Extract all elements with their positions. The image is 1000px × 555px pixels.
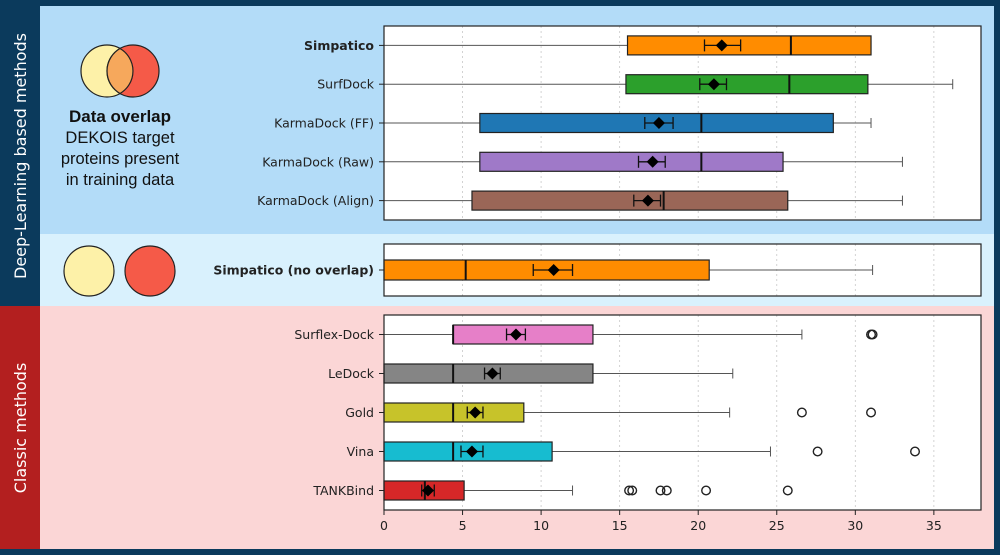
mean-marker — [641, 194, 654, 207]
y-tick-label: LeDock — [328, 366, 375, 381]
classic-panel: Surflex-Dock LeDock Gold Vina TANKBind — [294, 314, 982, 511]
box-ledock — [383, 363, 734, 384]
x-tick-label: 35 — [926, 518, 942, 533]
no-overlap-right-circle — [124, 245, 176, 297]
outlier-point — [624, 485, 635, 496]
y-tick-label: Gold — [345, 405, 374, 420]
outlier-point — [701, 485, 712, 496]
plot-frame — [383, 25, 982, 221]
box-surfdock — [384, 74, 954, 95]
mean-marker — [469, 406, 482, 419]
iqr-box — [625, 74, 869, 95]
box-tankbind — [383, 480, 793, 501]
mean-marker — [465, 445, 478, 458]
y-tick-label: Simpatico — [304, 38, 374, 53]
outlier-point — [655, 485, 666, 496]
overlap-line-1: DEKOIS target — [65, 129, 175, 147]
box-karmadock-ff — [384, 112, 872, 134]
plot-frame — [383, 243, 982, 297]
classic-band-title: Classic methods — [11, 363, 30, 494]
box-simpatico — [384, 35, 872, 56]
box-karmadock-raw — [384, 151, 903, 172]
overlap-line-2: proteins present — [61, 150, 180, 168]
mean-marker — [509, 328, 522, 341]
overlap-venn — [80, 44, 160, 98]
outlier-point — [867, 329, 878, 340]
x-axis: 0 5 10 15 20 25 30 35 — [380, 510, 942, 533]
venn-intersection — [106, 47, 134, 95]
mean-marker — [486, 367, 499, 380]
iqr-box — [626, 35, 872, 56]
x-tick-label: 20 — [690, 518, 706, 533]
y-tick-label: KarmaDock (FF) — [274, 116, 374, 131]
box-simpatico-no-overlap — [383, 259, 874, 281]
iqr-box — [479, 151, 784, 172]
deep-learning-side-bar — [0, 6, 40, 306]
outlier-point — [627, 485, 638, 496]
outlier-point — [782, 485, 793, 496]
box-karmadock-align — [384, 190, 903, 211]
no-overlap-left-circle — [63, 245, 115, 297]
overlap-title: Data overlap — [69, 107, 171, 126]
no-overlap-panel: Simpatico (no overlap) — [213, 243, 982, 297]
outlier-point — [812, 446, 823, 457]
y-tick-label: Surflex-Dock — [294, 327, 374, 342]
mean-marker — [715, 39, 728, 52]
deep-learning-band-title: Deep-Learning based methods — [11, 33, 30, 279]
y-tick-label: KarmaDock (Align) — [257, 193, 374, 208]
x-tick-label: 0 — [380, 518, 388, 533]
y-tick-label: KarmaDock (Raw) — [262, 154, 374, 169]
x-tick-label: 5 — [459, 518, 467, 533]
classic-side-bar — [0, 306, 40, 549]
x-tick-label: 15 — [612, 518, 628, 533]
mean-marker — [707, 78, 720, 91]
overlap-line-3: in training data — [66, 171, 175, 189]
mean-marker — [547, 264, 560, 276]
deep-learning-panel: Simpatico SurfDock KarmaDock (FF) KarmaDock… — [257, 25, 982, 221]
mean-marker — [646, 155, 659, 168]
y-tick-label: Vina — [347, 444, 374, 459]
y-tick-label: TANKBind — [312, 483, 374, 498]
x-tick-label: 30 — [847, 518, 863, 533]
mean-marker — [421, 484, 434, 497]
outlier-point — [866, 407, 877, 418]
outlier-point — [661, 485, 672, 496]
x-tick-label: 10 — [533, 518, 549, 533]
box-surflex-dock — [384, 324, 878, 345]
y-tick-label: SurfDock — [317, 77, 375, 92]
y-tick-label: Simpatico (no overlap) — [213, 263, 374, 278]
plot-frame — [383, 314, 982, 511]
x-tick-label: 25 — [769, 518, 785, 533]
iqr-box — [471, 190, 789, 211]
mean-marker — [652, 117, 665, 129]
outlier-point — [796, 407, 807, 418]
outlier-point — [910, 446, 921, 457]
